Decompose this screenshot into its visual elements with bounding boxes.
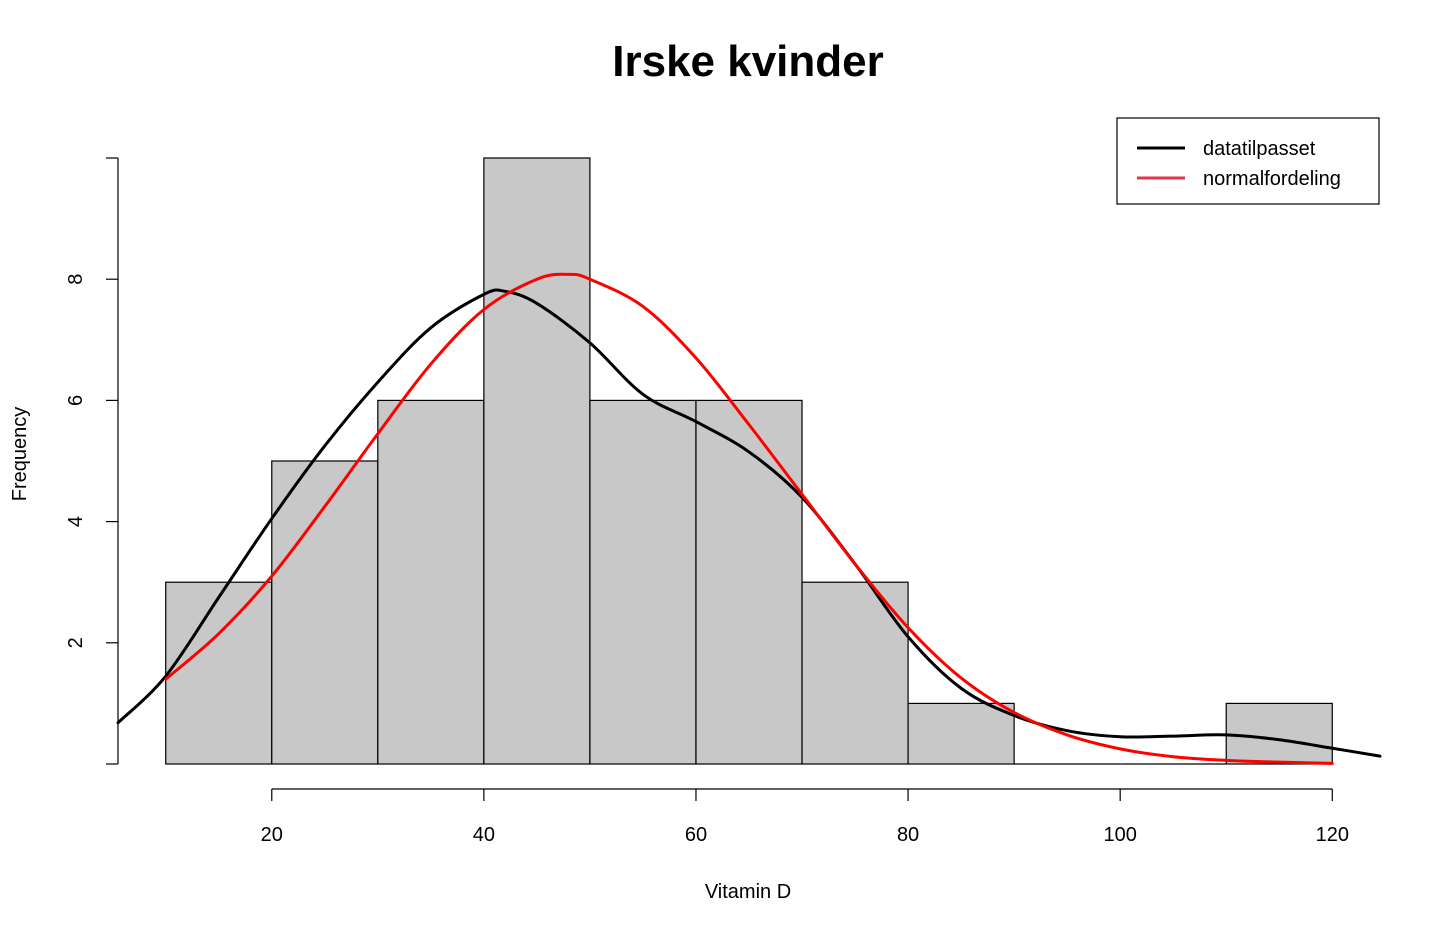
- histogram-bar: [165, 581, 273, 765]
- curve-normalfordeling: [164, 272, 1334, 765]
- legend-label-normalfordeling: normalfordeling: [1203, 168, 1341, 190]
- histogram-bar: [377, 399, 485, 765]
- x-tick-label: 40: [473, 824, 495, 846]
- histogram-bar: [483, 157, 591, 765]
- x-tick-label: 100: [1103, 824, 1136, 846]
- x-tick-label: 60: [685, 824, 707, 846]
- x-tick-label: 80: [897, 824, 919, 846]
- y-tick-label: 8: [65, 274, 87, 285]
- histogram-bar: [271, 460, 379, 765]
- x-axis-label: Vitamin D: [705, 881, 791, 903]
- x-tick-label: 20: [261, 824, 283, 846]
- histogram-bars: [165, 157, 1333, 765]
- legend-box: [1116, 117, 1380, 205]
- y-tick-label: 4: [65, 516, 87, 527]
- legend-label-datatilpasset: datatilpasset: [1203, 138, 1316, 160]
- x-axis: 20 40 60 80 100 120: [261, 788, 1349, 846]
- y-axis-label: Frequency: [9, 407, 31, 502]
- histogram-bar: [1225, 702, 1333, 765]
- y-tick-label: 2: [65, 637, 87, 648]
- legend: datatilpasset normalfordeling: [1116, 117, 1380, 205]
- histogram-bar: [907, 702, 1015, 765]
- y-tick-label: 6: [65, 395, 87, 406]
- histogram-bar: [589, 399, 697, 765]
- y-axis: 2 4 6 8: [65, 157, 119, 765]
- chart-title: Irske kvinder: [612, 37, 884, 86]
- curve-datatilpasset: [116, 288, 1382, 758]
- x-tick-label: 120: [1316, 824, 1349, 846]
- density-curves: [116, 272, 1382, 765]
- histogram-bar: [695, 399, 803, 765]
